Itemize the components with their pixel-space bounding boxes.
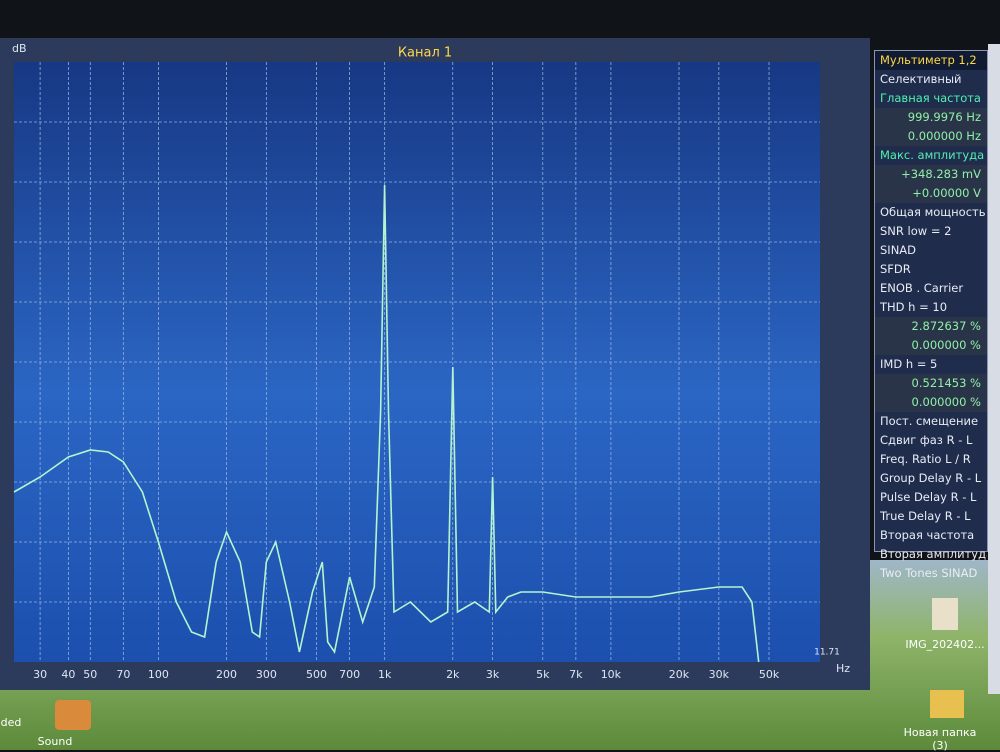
image-icon[interactable] (932, 598, 958, 630)
panel-row[interactable]: Макс. амплитуда (880, 148, 985, 162)
panel-row[interactable]: SNR low = 2 (880, 224, 952, 238)
x-tick-label: 30 (33, 668, 47, 681)
corner-label: 11.71 (814, 648, 840, 658)
panel-row[interactable]: Pulse Delay R - L (880, 490, 977, 504)
panel-row[interactable]: 0.000000 Hz (875, 127, 987, 146)
x-unit: Hz (836, 662, 850, 675)
panel-row[interactable]: 999.9976 Hz (875, 108, 987, 127)
x-tick-label: 30k (709, 668, 730, 681)
panel-row[interactable]: Сдвиг фаз R - L (880, 433, 973, 447)
panel-row[interactable]: +0.00000 V (875, 184, 987, 203)
panel-row[interactable]: THD h = 10 (880, 300, 948, 314)
panel-row[interactable]: 0.000000 % (875, 336, 987, 355)
x-tick-label: 3k (486, 668, 500, 681)
panel-row[interactable]: SFDR (880, 262, 911, 276)
icon-label[interactable]: IMG_202402... (905, 638, 985, 651)
panel-row[interactable]: Вторая амплитуда (880, 547, 987, 561)
panel-row[interactable]: +348.283 mV (875, 165, 987, 184)
window-title: Канал 1 (398, 46, 452, 61)
x-tick-label: 7k (569, 668, 583, 681)
panel-title: Мультиметр 1,2 (875, 51, 987, 70)
panel-row[interactable]: Group Delay R - L (880, 471, 982, 485)
window-edge (988, 44, 1000, 694)
panel-row[interactable]: Freq. Ratio L / R (880, 452, 971, 466)
x-tick-label: 200 (216, 668, 237, 681)
icon-label[interactable]: Sound (37, 735, 73, 748)
icon-label: ded (0, 716, 22, 729)
panel-row[interactable]: SINAD (880, 243, 917, 257)
x-tick-label: 100 (148, 668, 169, 681)
x-tick-label: 10k (601, 668, 622, 681)
x-tick-label: 5k (536, 668, 550, 681)
x-tick-label: 500 (306, 668, 327, 681)
trace (13, 184, 760, 663)
icon-label[interactable]: Новая папка (3) (903, 726, 977, 752)
x-tick-label: 700 (339, 668, 360, 681)
x-tick-label: 70 (116, 668, 130, 681)
panel-row[interactable]: 2.872637 % (875, 317, 987, 336)
panel-row[interactable]: Two Tones SINAD (880, 566, 978, 580)
panel-row[interactable]: Главная частота (880, 91, 981, 105)
x-tick-label: 40 (61, 668, 75, 681)
y-axis-label: dB (12, 42, 27, 55)
panel-row[interactable]: ENOB . Carrier (880, 281, 964, 295)
sound-icon[interactable] (55, 700, 91, 730)
x-tick-label: 50 (83, 668, 97, 681)
panel-row[interactable]: True Delay R - L (880, 509, 971, 523)
panel-row[interactable]: Общая мощность (880, 205, 986, 219)
x-tick-label: 1k (378, 668, 392, 681)
panel-row[interactable]: 0.000000 % (875, 393, 987, 412)
panel-row[interactable]: Селективный (880, 72, 962, 86)
multimeter-panel: Мультиметр 1,2 Селективный Главная частот… (874, 50, 988, 580)
folder-icon[interactable] (930, 690, 964, 718)
panel-row[interactable]: 0.521453 % (875, 374, 987, 393)
panel-row[interactable]: IMD h = 5 (880, 357, 938, 371)
x-tick-label: 300 (256, 668, 277, 681)
x-tick-label: 50k (759, 668, 780, 681)
x-tick-label: 20k (669, 668, 690, 681)
panel-row[interactable]: Пост. смещение (880, 414, 979, 428)
x-tick-label: 2k (446, 668, 460, 681)
panel-row[interactable]: Вторая частота (880, 528, 975, 542)
